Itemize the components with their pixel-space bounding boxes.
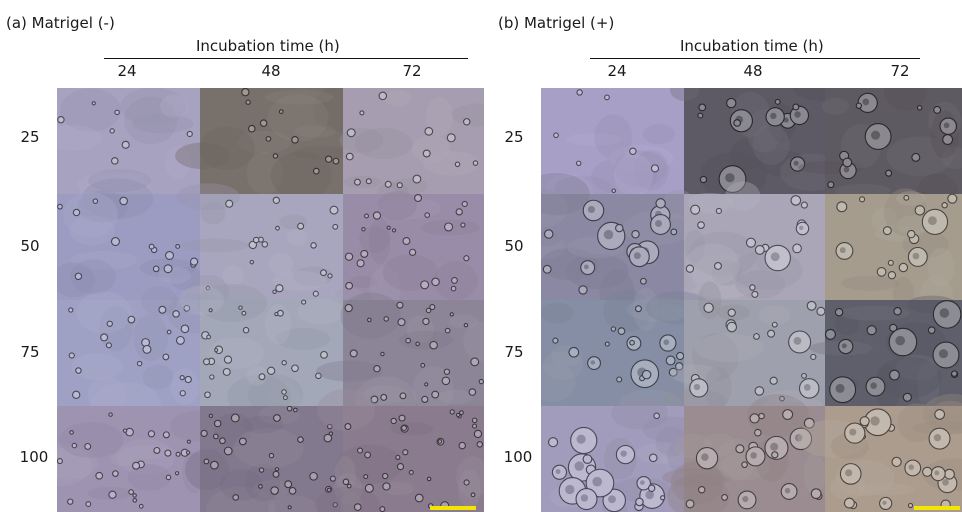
row-label-50: 50	[20, 237, 40, 255]
incubation-time-axis-title: Incubation time (h)	[196, 37, 340, 55]
panel-title: (a) Matrigel (-)	[6, 14, 115, 32]
micrograph-tile	[662, 394, 826, 512]
micrograph-grid-image	[57, 88, 484, 512]
panel-title: (b) Matrigel (+)	[498, 14, 615, 32]
micrograph-tile	[541, 173, 696, 317]
column-label-24: 24	[117, 62, 137, 80]
micrograph-tile	[314, 388, 484, 512]
row-label-100: 100	[19, 448, 49, 466]
micrograph-tile	[797, 393, 962, 512]
axis-rule	[104, 58, 468, 59]
scale-bar	[914, 506, 960, 510]
column-label-48: 48	[743, 62, 763, 80]
micrograph-grid	[57, 88, 484, 512]
micrograph-tile	[175, 88, 360, 200]
micrograph-tile	[797, 88, 962, 213]
micrograph-grid-image	[541, 88, 962, 512]
micrograph-grid	[541, 88, 962, 512]
column-label-72: 72	[890, 62, 910, 80]
micrograph-tile	[541, 397, 702, 512]
micrograph-tile	[669, 88, 853, 200]
row-label-100: 100	[503, 448, 533, 466]
micrograph-tile	[661, 281, 826, 416]
row-label-25: 25	[504, 128, 524, 146]
micrograph-tile	[541, 88, 684, 213]
micrograph-tile	[541, 287, 711, 419]
micrograph-tile	[57, 88, 200, 211]
axis-rule	[590, 58, 920, 59]
micrograph-tile	[809, 295, 962, 412]
column-label-48: 48	[261, 62, 281, 80]
micrograph-tile	[185, 405, 343, 512]
row-label-75: 75	[504, 343, 524, 361]
micrograph-tile	[57, 286, 222, 428]
row-label-75: 75	[20, 343, 40, 361]
micrograph-tile	[57, 406, 223, 512]
column-label-72: 72	[402, 62, 422, 80]
column-label-24: 24	[607, 62, 627, 80]
incubation-time-axis-title: Incubation time (h)	[680, 37, 824, 55]
micrograph-tile	[179, 283, 345, 419]
panel-matrigel-minus: (a) Matrigel (-) Incubation time (h) 24 …	[6, 14, 484, 512]
micrograph-tile	[316, 292, 484, 422]
row-label-50: 50	[504, 237, 524, 255]
row-label-25: 25	[20, 128, 40, 146]
micrograph-tile	[684, 181, 825, 300]
micrograph-tile	[57, 178, 204, 300]
micrograph-tile	[339, 88, 484, 203]
panel-matrigel-plus: (b) Matrigel (+) Incubation time (h) 24 …	[490, 0, 962, 512]
micrograph-tile	[334, 191, 484, 313]
scale-bar	[430, 506, 476, 510]
